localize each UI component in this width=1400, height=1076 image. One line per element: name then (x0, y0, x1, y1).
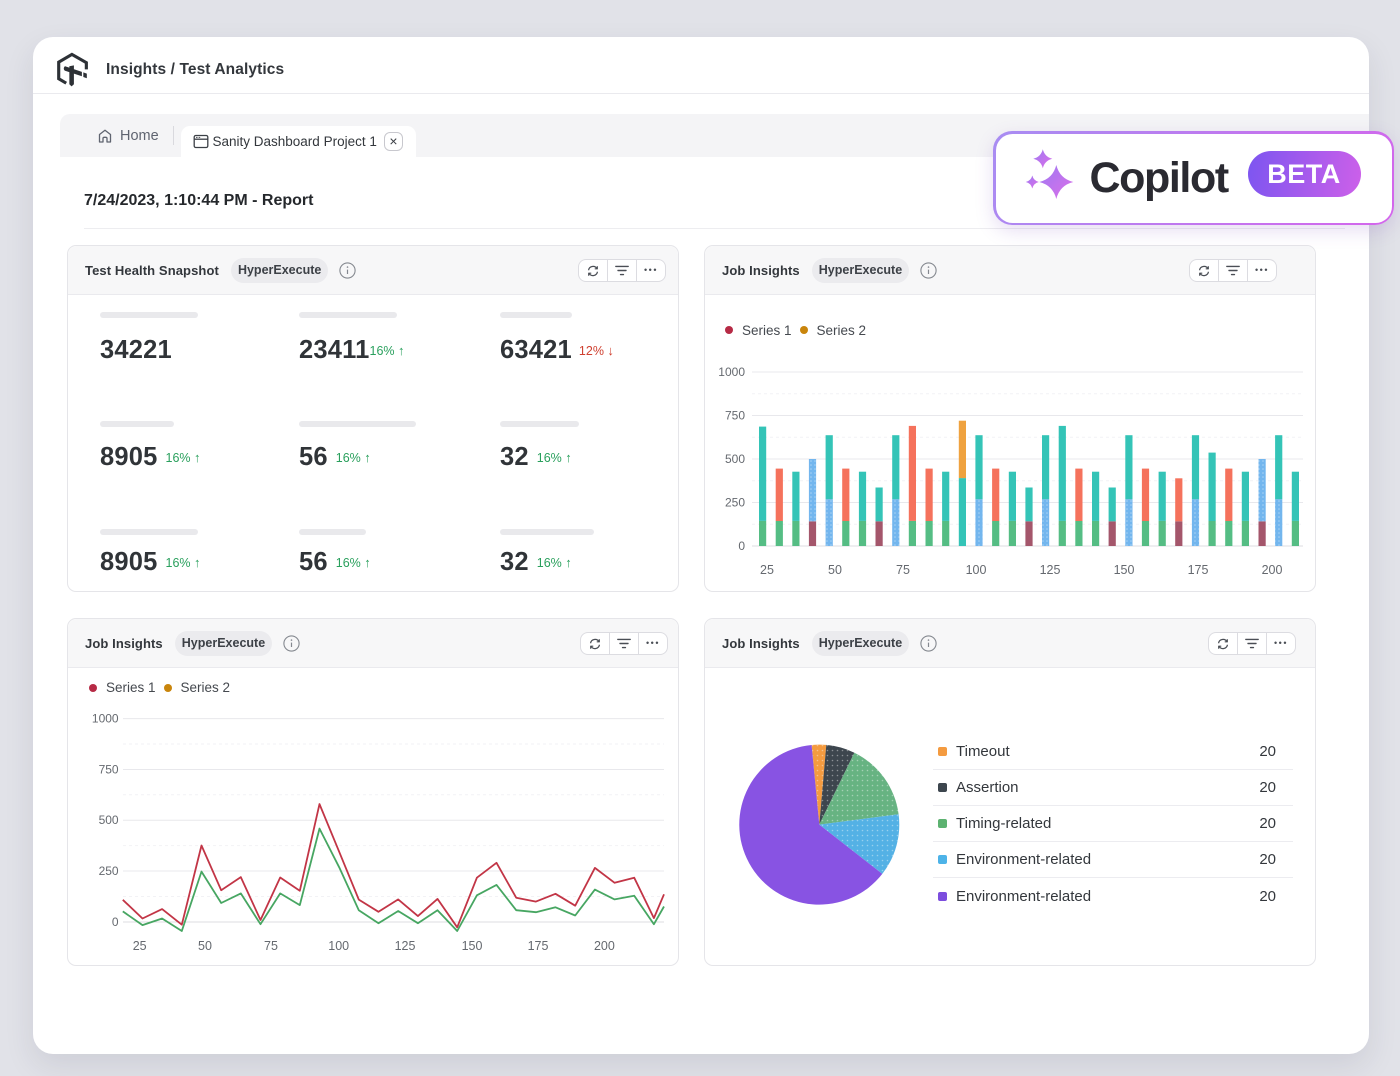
svg-text:25: 25 (760, 563, 774, 577)
svg-text:750: 750 (99, 763, 119, 777)
svg-text:50: 50 (198, 939, 212, 953)
svg-text:250: 250 (99, 864, 119, 878)
svg-text:500: 500 (725, 452, 745, 466)
svg-text:175: 175 (1188, 563, 1209, 577)
svg-text:1000: 1000 (92, 712, 119, 726)
svg-text:175: 175 (528, 939, 549, 953)
svg-text:250: 250 (725, 496, 745, 510)
svg-text:750: 750 (725, 409, 745, 423)
svg-text:0: 0 (738, 539, 745, 553)
svg-text:25: 25 (133, 939, 147, 953)
svg-text:150: 150 (1114, 563, 1135, 577)
svg-text:125: 125 (1040, 563, 1061, 577)
svg-text:150: 150 (462, 939, 483, 953)
svg-text:50: 50 (828, 563, 842, 577)
svg-text:1000: 1000 (718, 365, 745, 379)
svg-text:500: 500 (99, 813, 119, 827)
svg-text:200: 200 (1262, 563, 1283, 577)
svg-text:125: 125 (395, 939, 416, 953)
svg-text:75: 75 (264, 939, 278, 953)
svg-text:100: 100 (328, 939, 349, 953)
svg-text:0: 0 (112, 915, 119, 929)
svg-text:100: 100 (966, 563, 987, 577)
svg-text:200: 200 (594, 939, 615, 953)
svg-text:75: 75 (896, 563, 910, 577)
